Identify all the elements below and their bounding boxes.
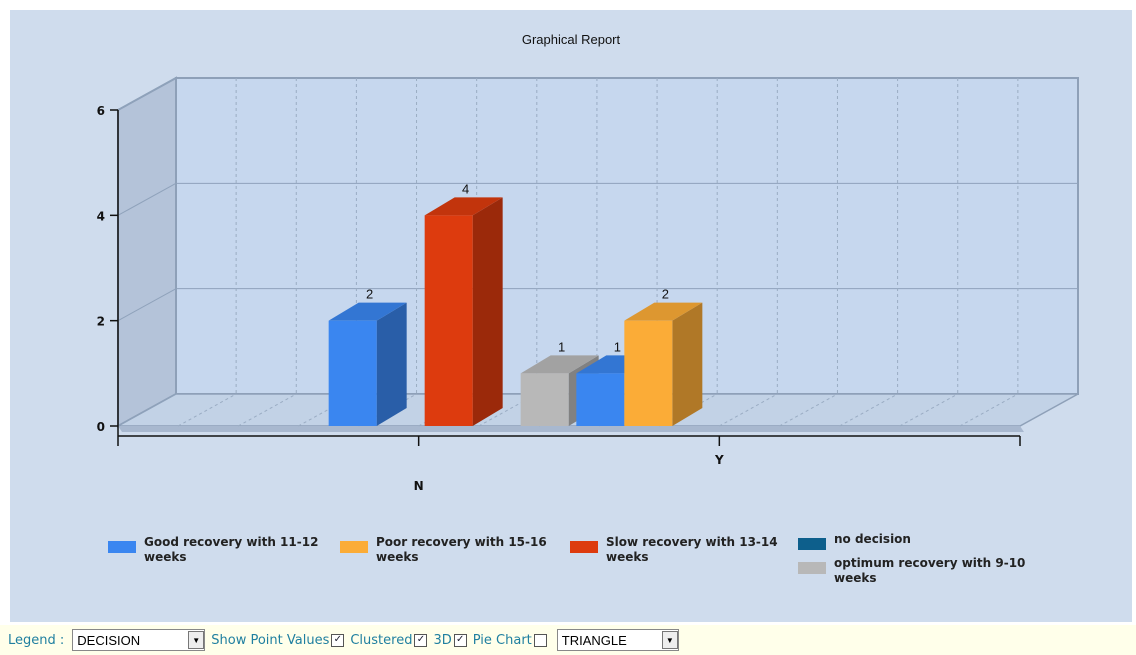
chart-data-label: 1 (614, 339, 621, 354)
chart-x-tick-label: Y (714, 453, 724, 467)
chart-gridline-side (117, 182, 177, 216)
chart-title: Graphical Report (521, 32, 621, 47)
chart-bar-side (376, 302, 407, 426)
chart-gridline-side (117, 77, 177, 111)
chart-controls-bar: Legend : DECISION ▼ Show Point Values ✓ … (0, 625, 1136, 655)
legend-swatch (570, 541, 598, 553)
chart-floor-line (238, 393, 297, 427)
chart-data-label: 1 (558, 339, 565, 354)
legend-label: Poor recovery with 15-16 weeks (376, 535, 547, 564)
chart-labels: 0 2 4 6 N Y 2 4 1 1 2 (97, 104, 724, 493)
pie-chart-label: Pie Chart (472, 632, 532, 648)
legend-select-value: DECISION (77, 632, 141, 648)
chart-floor-edge (118, 426, 1024, 432)
chart-gridline-side (117, 288, 177, 322)
legend-swatch (108, 541, 136, 553)
chart-y-tick-label: 0 (97, 420, 105, 434)
chart-bar (576, 373, 625, 426)
chart-floor-line (719, 393, 778, 427)
chart-y-tick-label: 2 (97, 315, 105, 329)
three-d-label: 3D (433, 632, 452, 648)
legend-swatch (340, 541, 368, 553)
chart-floor-line (959, 393, 1019, 427)
chart-data-label: 4 (462, 181, 469, 196)
chart-bars (328, 197, 703, 426)
legend-label: no decision (834, 532, 911, 546)
legend-item-no-decision: no decision (798, 532, 1030, 550)
chart-bar-top (328, 302, 407, 321)
legend-item-poor: Poor recovery with 15-16 weeks (340, 535, 572, 565)
chart-floor-line (839, 393, 898, 427)
legend-item-optimum: optimum recovery with 9-10 weeks (798, 556, 1030, 586)
chevron-down-icon[interactable]: ▼ (188, 631, 205, 649)
chart-panel: 0 2 4 6 N Y 2 4 1 1 2 Graphical Report Good recove… (10, 10, 1132, 622)
chart-bar-top (424, 197, 503, 216)
chevron-down-icon[interactable]: ▼ (661, 631, 678, 649)
legend-select[interactable]: DECISION ▼ (72, 629, 206, 651)
chart-floor-line (779, 393, 838, 427)
chart-floor-line (177, 393, 237, 427)
show-point-values-label: Show Point Values (211, 632, 330, 648)
legend-label: Good recovery with 11-12 weeks (144, 535, 319, 564)
chart-bar-top (624, 302, 703, 321)
chart-floor-line (899, 393, 958, 427)
chart-bar-top (520, 355, 599, 374)
chart-bar (424, 215, 473, 426)
chart-bar (328, 320, 377, 426)
chart-side-wall (117, 76, 177, 428)
shape-select[interactable]: TRIANGLE ▼ (556, 629, 679, 651)
chart-y-tick-label: 6 (97, 104, 105, 118)
chart-axes (110, 109, 1021, 446)
chart-bar (520, 373, 569, 426)
pie-chart-checkbox[interactable] (533, 633, 547, 647)
clustered-label: Clustered (350, 632, 413, 648)
three-d-checkbox[interactable]: ✓ (453, 633, 467, 647)
chart-floor-line (358, 393, 417, 427)
chart-data-label: 2 (662, 287, 669, 302)
chart-bar-side (472, 197, 503, 426)
legend-swatch (798, 562, 826, 574)
legend-item-good: Good recovery with 11-12 weeks (108, 535, 340, 565)
shape-select-value: TRIANGLE (561, 632, 627, 648)
legend-label: optimum recovery with 9-10 weeks (834, 556, 1026, 585)
chart-gridline-side (117, 393, 177, 427)
chart-plot: 0 2 4 6 N Y 2 4 1 1 2 (97, 76, 1079, 493)
clustered-checkbox[interactable]: ✓ (414, 633, 428, 647)
chart-bar-side (672, 302, 703, 426)
legend-label: Slow recovery with 13-14 weeks (606, 535, 778, 564)
legend-item-slow: Slow recovery with 13-14 weeks (570, 535, 802, 565)
chart-x-tick-label: N (414, 479, 424, 493)
chart-floor-line (658, 393, 718, 427)
show-point-values-checkbox[interactable]: ✓ (331, 633, 345, 647)
legend-select-label: Legend : (8, 632, 65, 648)
chart-data-label: 2 (366, 287, 373, 302)
legend-swatch (798, 538, 826, 550)
chart-bar (624, 320, 673, 426)
chart-y-tick-label: 4 (97, 209, 105, 223)
